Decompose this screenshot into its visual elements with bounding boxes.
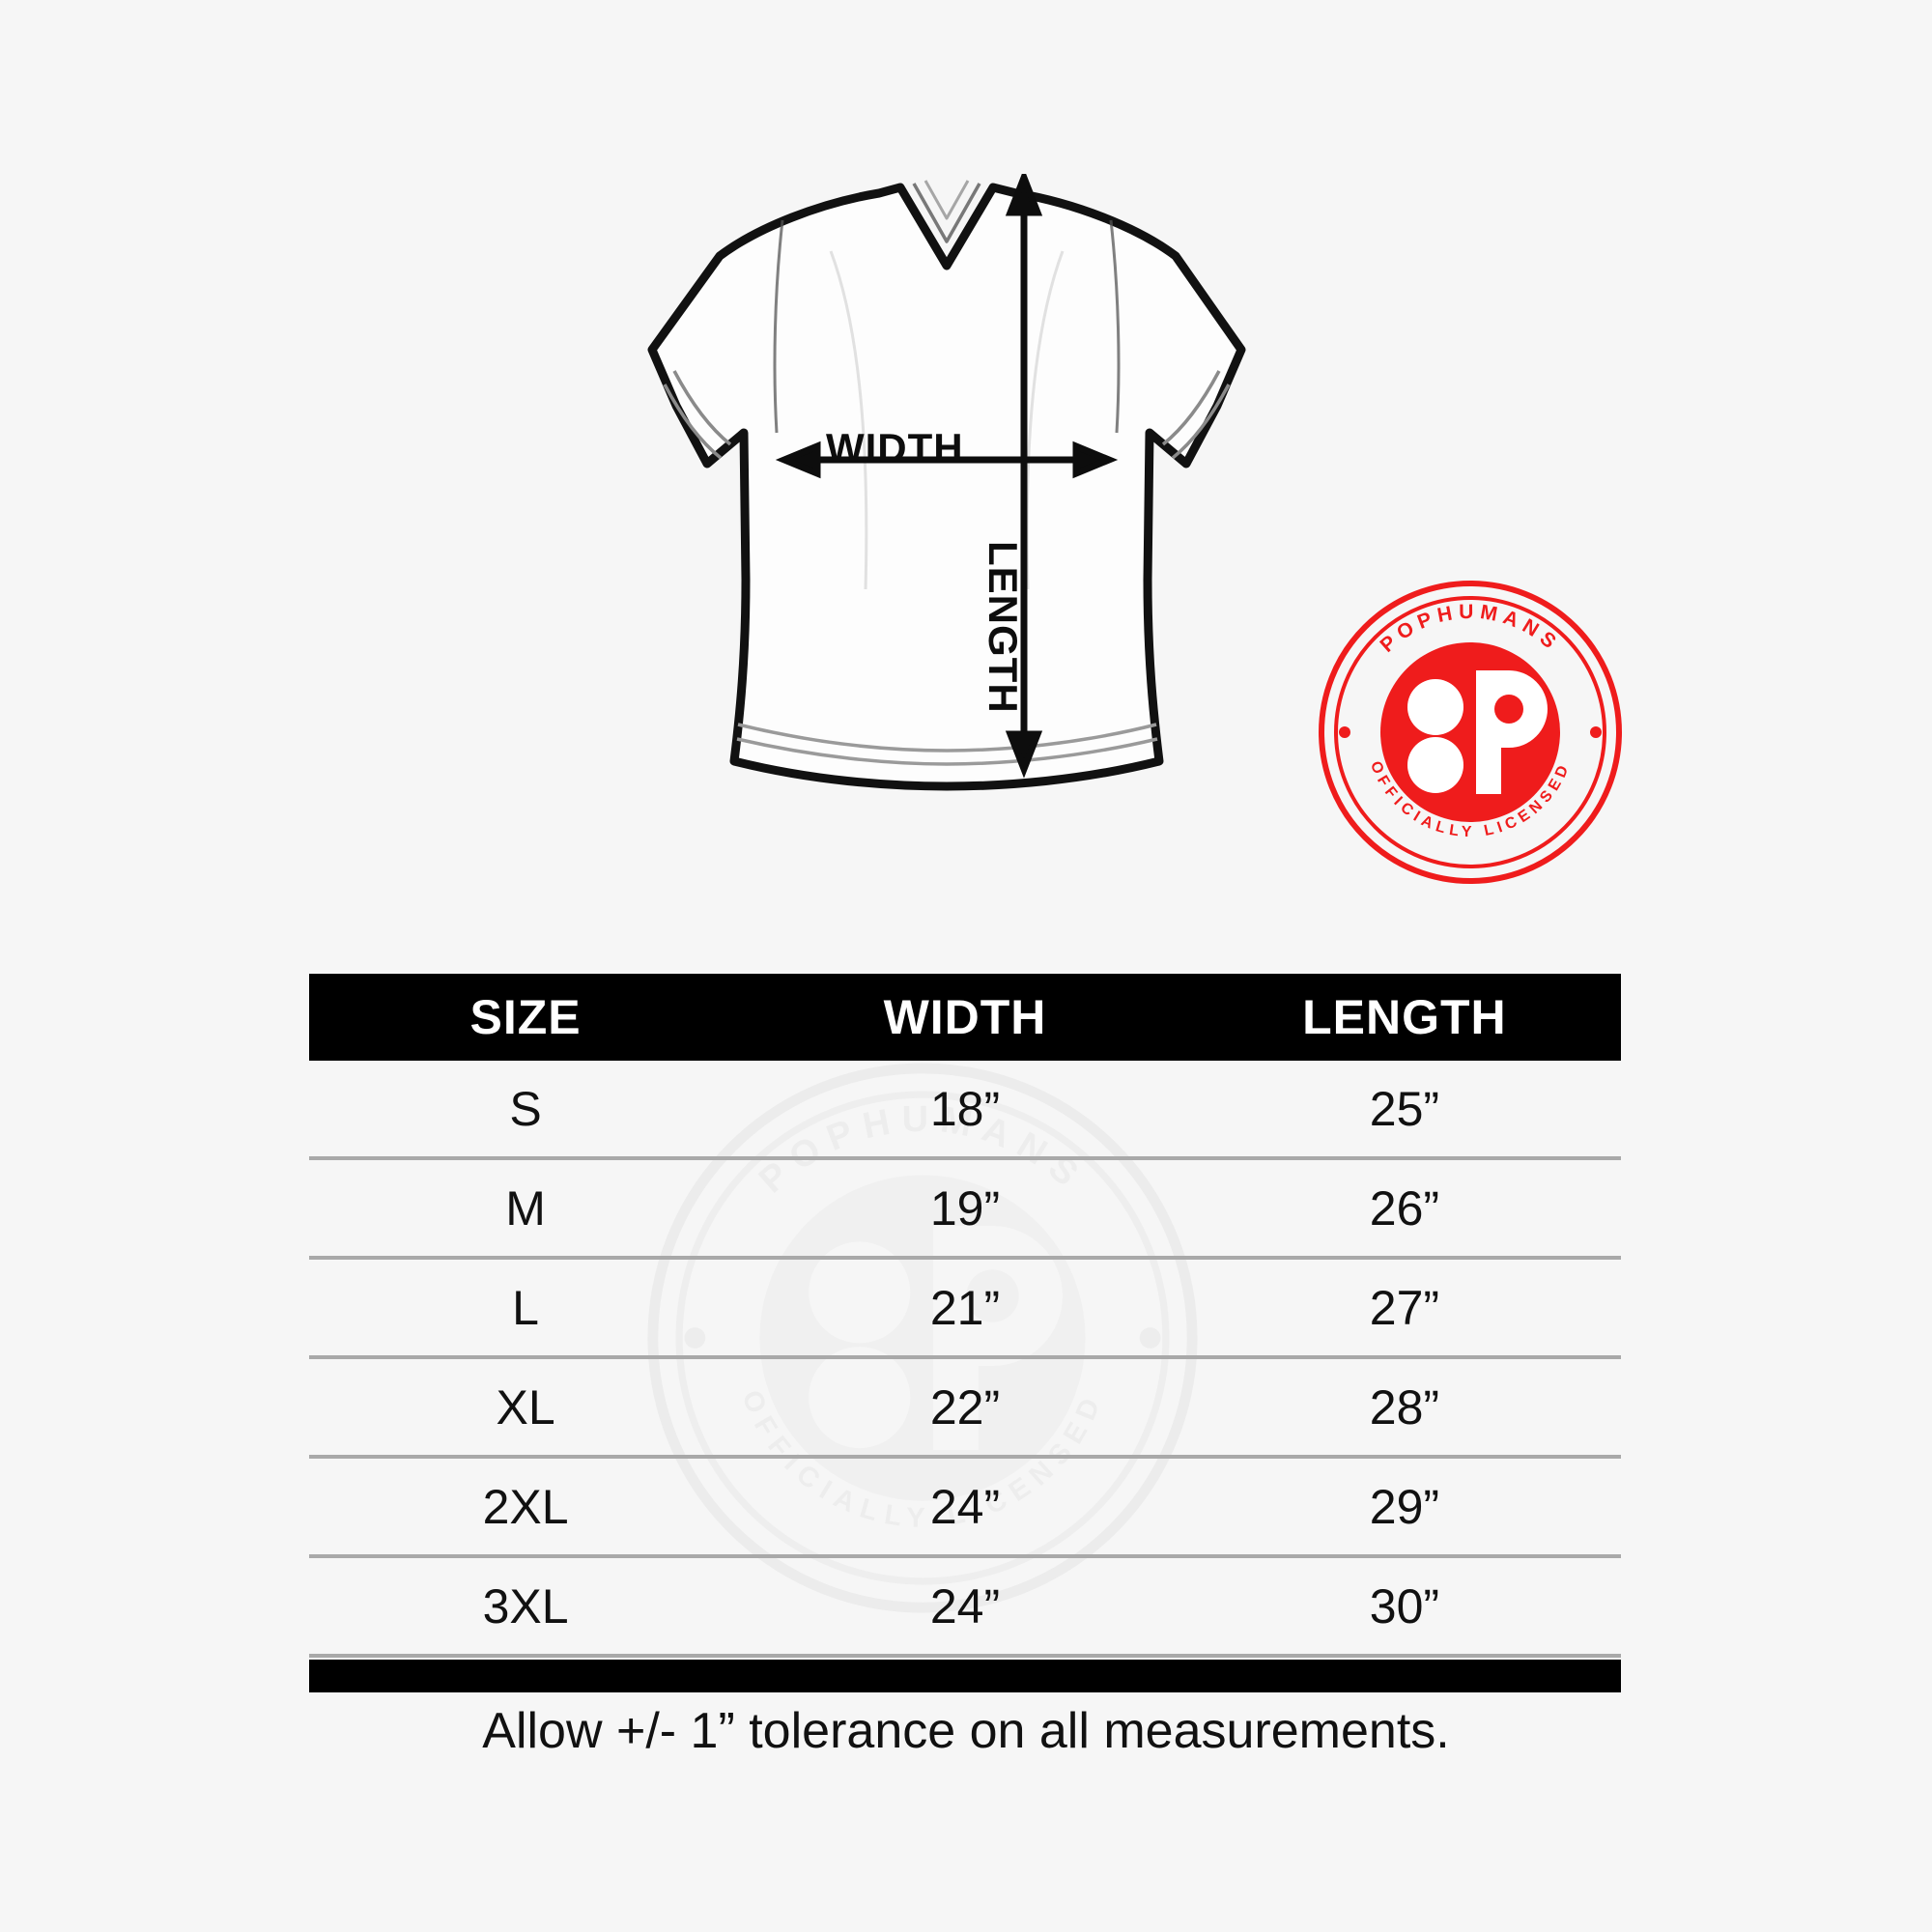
- table-row: 2XL 24” 29”: [309, 1459, 1621, 1558]
- cell-width: 24”: [929, 1479, 1001, 1534]
- badge-p-counter: [1494, 695, 1523, 724]
- size-chart-table: SIZE WIDTH LENGTH S 18” 25” M 19” 26” L …: [309, 974, 1621, 1692]
- length-arrow: [1005, 174, 1043, 779]
- table-row: XL 22” 28”: [309, 1359, 1621, 1459]
- table-bottom-bar: [309, 1660, 1621, 1692]
- table-row: L 21” 27”: [309, 1260, 1621, 1359]
- header-cell-width: WIDTH: [883, 990, 1047, 1044]
- cell-size: 3XL: [482, 1578, 569, 1634]
- table-row: 3XL 24” 30”: [309, 1558, 1621, 1658]
- cell-size: M: [505, 1180, 546, 1236]
- header-cell-length: LENGTH: [1302, 990, 1507, 1044]
- header-cell-size: SIZE: [469, 990, 582, 1044]
- badge-letter-p: [1476, 670, 1548, 794]
- cell-size: XL: [496, 1379, 555, 1435]
- cell-size: S: [509, 1081, 542, 1136]
- shoulder-seams: [773, 219, 1121, 434]
- cell-width: 18”: [929, 1081, 1001, 1136]
- cell-length: 30”: [1369, 1578, 1440, 1634]
- cell-length: 25”: [1369, 1081, 1440, 1136]
- width-arrow: [775, 440, 1119, 479]
- table-row: M 19” 26”: [309, 1160, 1621, 1260]
- table-header-row: SIZE WIDTH LENGTH: [309, 974, 1621, 1061]
- badge-dot-lower: [1407, 737, 1463, 793]
- cell-length: 26”: [1369, 1180, 1440, 1236]
- cell-length: 27”: [1369, 1280, 1440, 1335]
- cell-width: 21”: [929, 1280, 1001, 1335]
- tolerance-note: Allow +/- 1” tolerance on all measuremen…: [482, 1703, 1450, 1759]
- badge-outer-ring: [1319, 581, 1622, 884]
- table-row: S 18” 25”: [309, 1061, 1621, 1160]
- v-neck-collar: [896, 180, 997, 270]
- badge-dot-upper: [1407, 679, 1463, 735]
- sleeve-cuffs: [663, 370, 1231, 460]
- badge-inner-ring: [1334, 596, 1606, 868]
- pophumans-officially-licensed-badge: POPHUMANS OFFICIALLY LICENSED: [1316, 578, 1625, 887]
- cell-width: 22”: [929, 1379, 1001, 1435]
- width-dimension-label: WIDTH: [826, 425, 964, 470]
- cell-width: 19”: [929, 1180, 1001, 1236]
- cell-size: 2XL: [482, 1479, 569, 1534]
- length-dimension-label: LENGTH: [980, 541, 1026, 714]
- cell-width: 24”: [929, 1578, 1001, 1634]
- badge-side-dot-left: [1339, 726, 1350, 738]
- cell-length: 28”: [1369, 1379, 1440, 1435]
- badge-side-dot-right: [1590, 726, 1602, 738]
- bottom-hem: [736, 723, 1158, 766]
- cell-length: 29”: [1369, 1479, 1440, 1534]
- cell-size: L: [512, 1280, 539, 1335]
- tshirt-outline: [647, 183, 1246, 791]
- tshirt-diagram: [541, 174, 1352, 908]
